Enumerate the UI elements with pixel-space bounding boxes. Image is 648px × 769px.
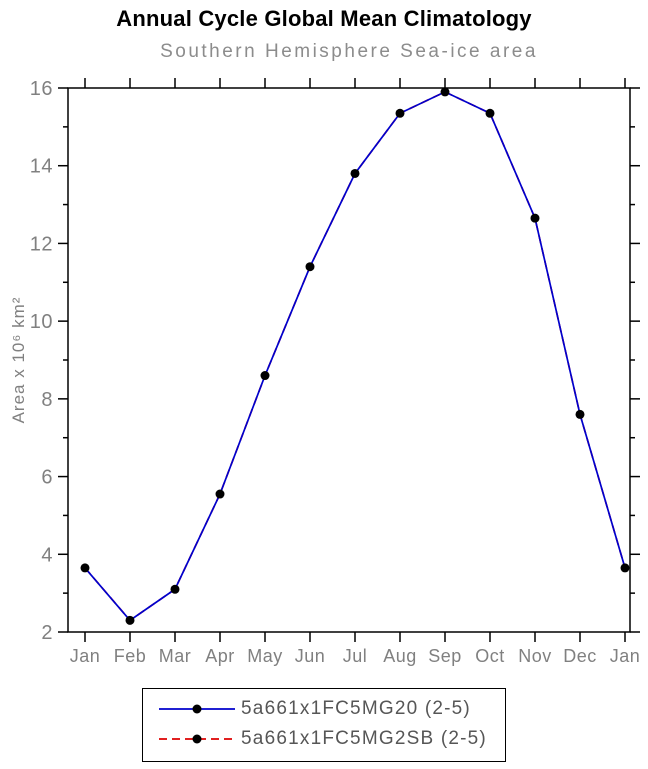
svg-text:16: 16 [30,78,53,100]
legend-line-sample-solid [157,698,237,720]
svg-text:Sep: Sep [428,646,462,666]
svg-text:Jun: Jun [295,646,326,666]
svg-text:8: 8 [41,389,53,411]
svg-text:Feb: Feb [114,646,147,666]
legend-item: 5a661x1FC5MG20 (2-5) [157,694,487,724]
svg-text:Apr: Apr [205,646,235,666]
svg-text:May: May [247,646,283,666]
svg-text:Jan: Jan [610,646,641,666]
svg-text:6: 6 [41,467,53,489]
svg-text:Area x 10⁶ km²: Area x 10⁶ km² [9,297,28,424]
svg-text:Jul: Jul [343,646,368,666]
legend-line-sample-dashed [157,728,237,750]
svg-text:Mar: Mar [159,646,192,666]
chart-subtitle: Southern Hemisphere Sea-ice area [160,41,538,62]
svg-text:Nov: Nov [518,646,552,666]
chart-title: Annual Cycle Global Mean Climatology [116,6,532,31]
legend-label: 5a661x1FC5MG20 (2-5) [241,698,471,719]
plot-container: 2 4 6 8 10 12 14 16 Jan Feb Mar Apr May Jun Jul Aug Sep O… [0,75,648,675]
svg-text:2: 2 [41,622,53,644]
svg-text:4: 4 [41,544,53,566]
svg-text:Oct: Oct [475,646,505,666]
legend-item: 5a661x1FC5MG2SB (2-5) [157,724,487,754]
legend: 5a661x1FC5MG20 (2-5) 5a661x1FC5MG2SB (2-… [142,688,506,762]
svg-text:Dec: Dec [563,646,597,666]
svg-text:14: 14 [30,156,53,178]
svg-text:10: 10 [30,311,53,333]
svg-text:Aug: Aug [383,646,417,666]
svg-text:12: 12 [30,233,53,255]
plot-area: 2 4 6 8 10 12 14 16 Jan Feb Mar Apr May Jun Jul Aug Sep O… [9,78,641,666]
legend-label: 5a661x1FC5MG2SB (2-5) [241,728,487,749]
svg-text:Jan: Jan [70,646,101,666]
